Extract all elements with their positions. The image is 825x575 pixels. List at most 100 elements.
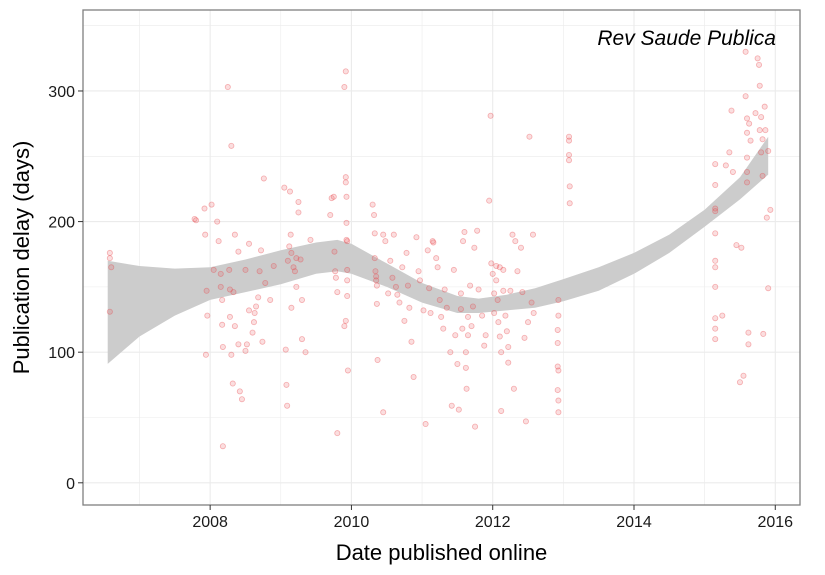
data-point (498, 349, 505, 356)
data-point (236, 388, 243, 395)
data-point (394, 291, 401, 298)
data-point (510, 385, 517, 392)
data-point (765, 148, 772, 155)
data-point (224, 84, 231, 91)
data-point (759, 136, 766, 143)
data-point (530, 310, 537, 317)
axis-ticks: 2008 2010 2012 2014 2016 0 100 200 300 (48, 84, 793, 531)
data-point (332, 274, 339, 281)
data-point (341, 84, 348, 91)
data-point (500, 266, 507, 273)
data-point (106, 308, 113, 315)
data-point (457, 306, 464, 313)
data-point (494, 296, 501, 303)
data-point (441, 286, 448, 293)
data-point (712, 315, 719, 322)
data-point (493, 277, 500, 284)
data-point (509, 231, 516, 238)
data-point (500, 287, 507, 294)
data-point (344, 266, 351, 273)
data-point (372, 268, 379, 275)
data-point (235, 248, 242, 255)
data-point (251, 310, 258, 317)
data-point (468, 323, 475, 330)
data-point (758, 114, 765, 121)
data-point (380, 409, 387, 416)
data-point (406, 304, 413, 311)
data-point (385, 290, 392, 297)
data-point (554, 387, 561, 394)
data-point (344, 277, 351, 284)
x-tick-label: 2010 (334, 514, 370, 531)
data-point (712, 257, 719, 264)
data-point (719, 312, 726, 319)
data-point (742, 93, 749, 100)
data-point (489, 270, 496, 277)
data-point (487, 112, 494, 119)
data-point (342, 179, 349, 186)
data-point (512, 238, 519, 245)
data-point (295, 198, 302, 205)
data-point (243, 341, 250, 348)
data-point (302, 349, 309, 356)
data-point (756, 127, 763, 134)
data-point (496, 333, 503, 340)
data-point (343, 219, 350, 226)
data-points (106, 48, 774, 450)
data-point (712, 230, 719, 237)
data-point (566, 157, 573, 164)
data-point (496, 264, 503, 271)
data-point (416, 277, 423, 284)
data-point (297, 256, 304, 263)
data-point (288, 249, 295, 256)
data-point (712, 205, 719, 212)
data-point (471, 244, 478, 251)
data-point (371, 212, 378, 219)
data-point (106, 249, 113, 256)
data-point (219, 296, 226, 303)
data-point (434, 264, 441, 271)
data-point (502, 312, 509, 319)
data-point (293, 255, 300, 262)
data-point (514, 268, 521, 275)
panel-border (82, 9, 801, 506)
data-point (554, 363, 561, 370)
data-point (219, 321, 226, 328)
data-point (756, 82, 763, 89)
data-point (420, 307, 427, 314)
data-point (555, 367, 562, 374)
data-point (226, 286, 233, 293)
data-point (742, 48, 749, 55)
data-point (462, 349, 469, 356)
data-point (712, 161, 719, 168)
data-point (286, 188, 293, 195)
data-point (429, 238, 436, 245)
data-point (760, 330, 767, 337)
data-point (343, 193, 350, 200)
data-point (455, 406, 462, 413)
data-point (517, 244, 524, 251)
data-point (554, 326, 561, 333)
data-point (566, 151, 573, 158)
data-point (288, 304, 295, 311)
y-tick-label: 200 (48, 215, 75, 232)
data-point (373, 277, 380, 284)
data-point (424, 247, 431, 254)
data-point (450, 266, 457, 273)
data-point (290, 264, 297, 271)
data-point (281, 184, 288, 191)
y-tick-label: 100 (48, 345, 75, 362)
data-point (344, 293, 351, 300)
data-point (447, 349, 454, 356)
data-point (460, 238, 467, 245)
data-point (228, 142, 235, 149)
data-point (371, 230, 378, 237)
data-point (293, 283, 300, 290)
data-point (284, 402, 291, 409)
data-point (745, 341, 752, 348)
data-point (373, 273, 380, 280)
data-point (745, 329, 752, 336)
data-point (219, 443, 226, 450)
